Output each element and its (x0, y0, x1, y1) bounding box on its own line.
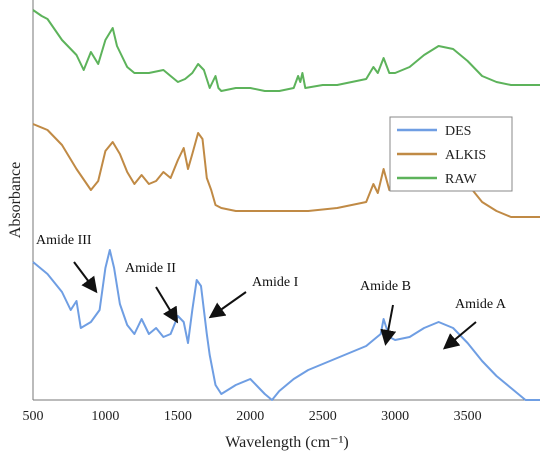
annotation-arrow (380, 304, 397, 346)
annotation-arrow (155, 286, 179, 324)
annotation-label: Amide III (36, 233, 92, 248)
annotation-arrow (208, 291, 247, 319)
x-axis-title: Wavelength (cm⁻¹) (225, 434, 348, 451)
x-tick-label: 2000 (236, 409, 264, 424)
y-axis-title: Absorbance (7, 162, 24, 238)
annotation-arrow (73, 261, 98, 294)
annotation-label: Amide B (360, 279, 411, 294)
x-tick-label: 1500 (164, 409, 192, 424)
x-tick-label: 3500 (454, 409, 482, 424)
annotation-label: Amide I (252, 275, 299, 290)
legend-label-des: DES (445, 124, 471, 139)
annotation-label: Amide II (125, 261, 176, 276)
annotations: Amide III Amide II Amide I Amide B Amide A (36, 233, 507, 350)
series-line-raw (32, 9, 540, 92)
annotation-arrow (442, 321, 477, 350)
series-layer (32, 9, 540, 401)
series-line-des (32, 249, 540, 401)
x-tick-label: 3000 (381, 409, 409, 424)
legend: DES ALKIS RAW (389, 116, 513, 192)
legend-label-alkis: ALKIS (445, 148, 486, 163)
x-tick-label: 1000 (91, 409, 119, 424)
x-tick-label: 2500 (309, 409, 337, 424)
x-tick-labels: 500 1000 1500 2000 2500 3000 3500 (23, 409, 482, 424)
x-tick-label: 500 (23, 409, 44, 424)
x-axis-title-text: Wavelength (cm⁻¹) (225, 434, 348, 451)
legend-label-raw: RAW (445, 172, 477, 187)
annotation-label: Amide A (455, 297, 507, 312)
axes (32, 0, 540, 401)
